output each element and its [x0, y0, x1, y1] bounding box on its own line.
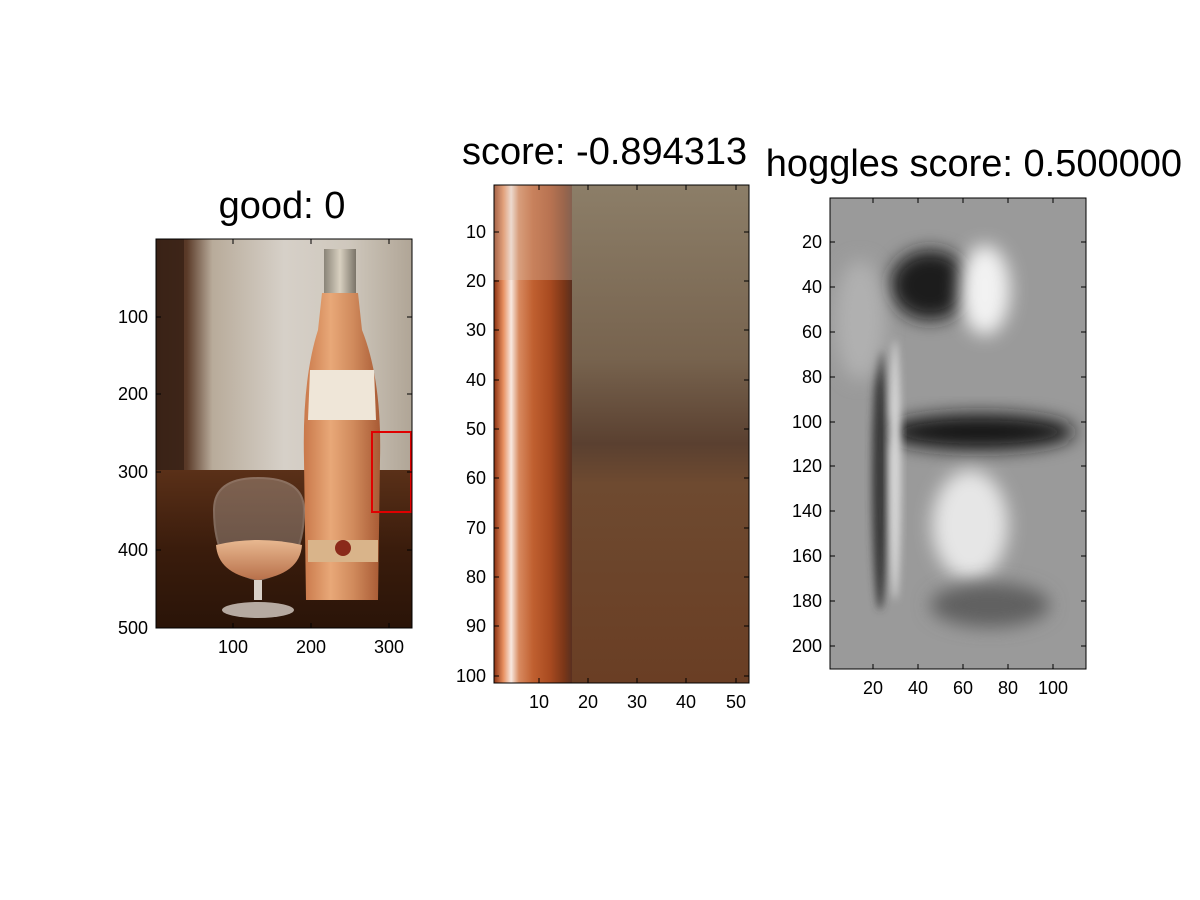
- x-tick-label: 20: [578, 692, 598, 712]
- y-tick-label: 120: [792, 456, 822, 476]
- y-tick-label: 300: [118, 462, 148, 482]
- x-axis-ticks: 100 200 300: [218, 239, 404, 657]
- y-tick-label: 160: [792, 546, 822, 566]
- panel-title-score: score: -0.894313: [462, 131, 747, 173]
- hog-grayscale-image: [830, 198, 1086, 669]
- panel-hog-visualization: hoggles score: 0.500000 20 40 60 80 100 120 14…: [766, 143, 1182, 698]
- axes-frame: [829, 197, 1087, 670]
- y-tick-label: 80: [466, 567, 486, 587]
- y-tick-label: 10: [466, 222, 486, 242]
- y-tick-label: 70: [466, 518, 486, 538]
- y-tick-label: 60: [466, 468, 486, 488]
- x-tick-label: 300: [374, 637, 404, 657]
- x-tick-label: 100: [1038, 678, 1068, 698]
- panel-crop-image: score: -0.894313 10 20 30 40 50 60 70 80 90 100 1…: [456, 131, 750, 712]
- y-tick-label: 40: [466, 370, 486, 390]
- y-tick-label: 20: [466, 271, 486, 291]
- x-tick-label: 20: [863, 678, 883, 698]
- y-tick-label: 180: [792, 591, 822, 611]
- y-tick-label: 40: [802, 277, 822, 297]
- x-tick-label: 40: [908, 678, 928, 698]
- y-tick-label: 400: [118, 540, 148, 560]
- x-axis-ticks: 10 20 30 40 50: [529, 185, 746, 712]
- y-tick-label: 100: [792, 412, 822, 432]
- y-tick-label: 90: [466, 616, 486, 636]
- y-axis-ticks: 100 200 300 400 500: [118, 307, 412, 638]
- y-tick-label: 60: [802, 322, 822, 342]
- x-tick-label: 30: [627, 692, 647, 712]
- x-tick-label: 40: [676, 692, 696, 712]
- x-tick-label: 80: [998, 678, 1018, 698]
- y-tick-label: 500: [118, 618, 148, 638]
- y-tick-label: 100: [456, 666, 486, 686]
- axes-frame: [155, 238, 413, 629]
- y-tick-label: 30: [466, 320, 486, 340]
- y-tick-label: 50: [466, 419, 486, 439]
- y-tick-label: 200: [792, 636, 822, 656]
- axes-frame: [493, 184, 750, 684]
- panel-original-image: good: 0 100 200 300 400 500 100 200 300: [118, 185, 413, 657]
- y-tick-label: 100: [118, 307, 148, 327]
- y-tick-label: 200: [118, 384, 148, 404]
- x-tick-label: 60: [953, 678, 973, 698]
- y-tick-label: 80: [802, 367, 822, 387]
- y-tick-label: 20: [802, 232, 822, 252]
- photo-bottle-crop: [494, 185, 749, 683]
- x-tick-label: 50: [726, 692, 746, 712]
- x-axis-ticks: 20 40 60 80 100: [863, 198, 1068, 698]
- x-tick-label: 200: [296, 637, 326, 657]
- photo-wine-bottle: [156, 239, 412, 628]
- y-axis-ticks: 10 20 30 40 50 60 70 80 90 100: [456, 222, 749, 686]
- x-tick-label: 100: [218, 637, 248, 657]
- y-axis-ticks: 20 40 60 80 100 120 140 160 180 200: [792, 232, 1086, 656]
- panel-title-hoggles: hoggles score: 0.500000: [766, 143, 1182, 185]
- x-tick-label: 10: [529, 692, 549, 712]
- panel-title-good: good: 0: [219, 185, 346, 227]
- y-tick-label: 140: [792, 501, 822, 521]
